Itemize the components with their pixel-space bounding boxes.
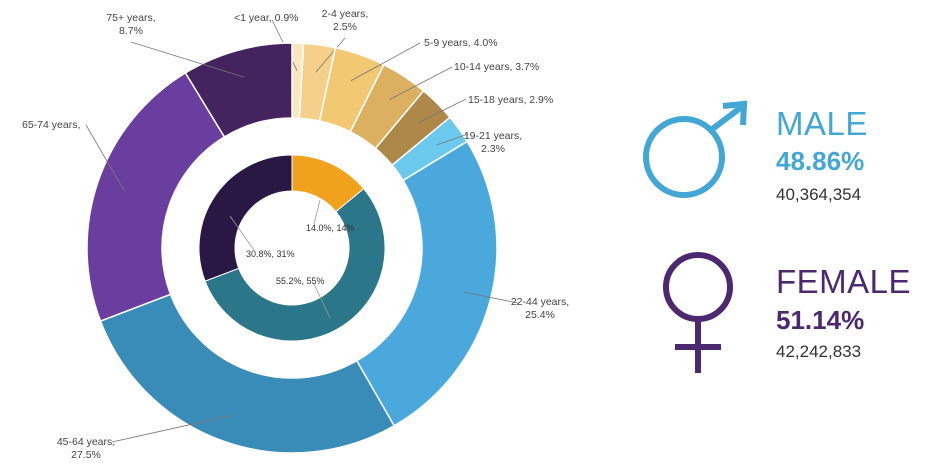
female-symbol-icon [663, 252, 733, 373]
outer-slice-7 [99, 293, 396, 454]
outer-leader-line-7 [111, 414, 233, 443]
outer-slice-label-line: 27.5% [71, 449, 101, 461]
male-label: MALE [776, 105, 868, 142]
outer-slice-label-line: <1 year, 0.9% [234, 12, 299, 24]
female-count: 42,242,833 [776, 342, 862, 361]
inner-slice-label-2: 30.8%, 31% [246, 249, 295, 259]
outer-slice-label-8: 65-74 years, [22, 119, 80, 131]
outer-leader-line-8 [85, 124, 125, 191]
outer-slice-label-line: 65-74 years, [22, 119, 80, 131]
female-label: FEMALE [776, 263, 912, 300]
inner-leader-line-0 [313, 199, 321, 225]
outer-slice-label-7: 45-64 years, 27.5% [57, 436, 115, 461]
outer-leader-line-1 [315, 37, 346, 73]
outer-leader-line-4 [417, 98, 467, 124]
outer-leader-line-9 [130, 41, 245, 78]
outer-leader-line-2 [350, 42, 421, 81]
outer-slice-label-6: 22-44 years, 25.4% [511, 296, 569, 321]
male-symbol-icon [643, 100, 748, 198]
outer-slice-label-5: 19-21 years, 2.3% [464, 130, 522, 155]
outer-slice-label-0: <1 year, 0.9% [234, 12, 299, 24]
outer-slice-label-3: 10-14 years, 3.7% [454, 61, 539, 73]
outer-slice-label-line: 19-21 years, [464, 130, 522, 142]
outer-slice-label-line: 25.4% [525, 309, 555, 321]
outer-slice-label-1: 2-4 years, 2.5% [322, 8, 369, 33]
age-donut-chart: <1 year, 0.9% 2-4 years, 2.5% 5-9 years, 4.… [22, 8, 569, 461]
outer-slice-label-line: 2-4 years, [322, 8, 369, 20]
inner-slice-2 [198, 154, 293, 282]
outer-slice-label-line: 45-64 years, [57, 436, 115, 448]
female-stat: FEMALE 51.14% 42,242,833 [640, 245, 925, 380]
outer-leader-line-5 [436, 133, 469, 146]
outer-slice-label-4: 15-18 years, 2.9% [468, 94, 553, 106]
male-stat: MALE 48.86% 40,364,354 [640, 95, 920, 215]
outer-slice-label-2: 5-9 years, 4.0% [424, 37, 498, 49]
outer-slice-label-9: 75+ years, 8.7% [106, 12, 155, 37]
inner-slice-label-1: 55.2%, 55% [276, 276, 325, 286]
outer-slice-label-line: 2.3% [481, 143, 505, 155]
outer-slice-label-line: 10-14 years, 3.7% [454, 61, 539, 73]
inner-leader-line-1 [313, 283, 331, 319]
outer-slice-label-line: 22-44 years, [511, 296, 569, 308]
male-count: 40,364,354 [776, 185, 862, 204]
outer-slice-label-line: 5-9 years, 4.0% [424, 37, 498, 49]
outer-slice-label-line: 15-18 years, 2.9% [468, 94, 553, 106]
inner-leader-line-2 [229, 215, 255, 251]
outer-leader-line-3 [389, 66, 453, 100]
female-percent: 51.14% [776, 305, 865, 335]
outer-slice-label-line: 2.5% [333, 21, 357, 33]
outer-leader-line-6 [463, 291, 519, 304]
outer-slice-label-line: 75+ years, [106, 12, 155, 24]
male-percent: 48.86% [776, 146, 865, 176]
inner-slice-1 [204, 188, 386, 342]
outer-slice-label-line: 8.7% [119, 25, 143, 37]
inner-slice-label-0: 14.0%, 14% [306, 223, 355, 233]
